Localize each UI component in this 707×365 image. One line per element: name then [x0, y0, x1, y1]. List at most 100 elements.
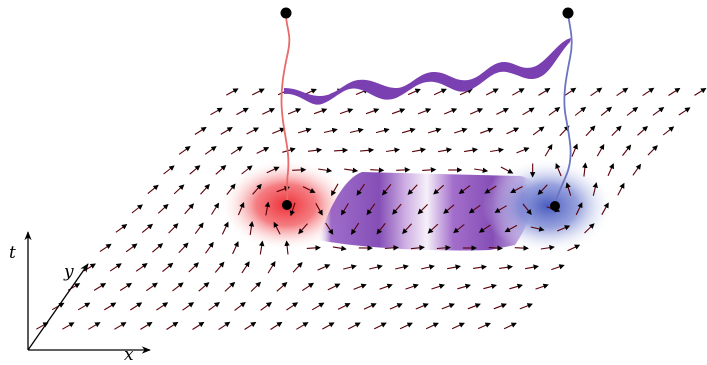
field-arrow: [601, 202, 609, 215]
field-arrow: [62, 322, 75, 330]
field-arrow: [522, 107, 535, 116]
field-arrow: [343, 264, 357, 270]
field-arrow: [485, 88, 499, 96]
field-arrow: [211, 202, 220, 215]
field-arrow: [443, 108, 458, 115]
field-arrow: [252, 183, 262, 195]
field-arrow: [237, 201, 245, 216]
field-arrow: [464, 147, 478, 153]
field-arrow: [622, 144, 632, 156]
field-arrow: [140, 322, 153, 330]
field-arrow: [131, 204, 143, 214]
field-arrow: [241, 165, 253, 175]
field-arrow: [662, 126, 675, 136]
field-arrow: [214, 261, 225, 273]
field-arrow: [125, 243, 138, 253]
field-arrow: [582, 162, 588, 177]
field-arrow: [297, 127, 312, 134]
field-arrow: [286, 302, 299, 311]
field-arrow: [250, 281, 262, 292]
field-arrow: [596, 143, 605, 157]
field-arrow: [503, 322, 517, 330]
field-arrow: [427, 223, 439, 234]
field-arrow: [532, 126, 545, 136]
field-arrow: [256, 147, 270, 154]
field-arrow: [145, 282, 158, 292]
field-arrow: [163, 165, 175, 175]
y-axis: [27, 263, 89, 351]
field-arrow: [509, 283, 523, 290]
field-arrow: [425, 322, 439, 330]
field-arrow: [468, 204, 481, 214]
field-arrow: [437, 147, 452, 153]
field-arrow: [574, 106, 587, 116]
field-arrow: [162, 262, 174, 273]
field-arrow: [272, 127, 286, 135]
field-arrow: [395, 264, 409, 270]
field-arrow: [506, 127, 520, 135]
field-arrow: [454, 127, 468, 134]
field-arrow: [459, 88, 473, 96]
field-arrow: [567, 244, 581, 252]
red-string: [280, 13, 291, 205]
field-arrow: [474, 167, 489, 174]
field-arrow: [678, 107, 691, 116]
field-arrow: [366, 203, 376, 216]
field-arrow: [384, 245, 399, 251]
field-arrow: [436, 245, 451, 251]
field-arrow: [204, 146, 217, 155]
field-arrow: [244, 321, 257, 330]
blue-vortex-center: [550, 201, 560, 211]
field-arrow: [637, 125, 649, 136]
field-arrow: [483, 283, 497, 290]
field-arrow: [318, 167, 333, 174]
field-arrow: [198, 282, 210, 292]
field-arrow: [178, 146, 191, 155]
field-arrow: [365, 108, 380, 115]
field-arrow: [327, 283, 341, 291]
field-arrow: [289, 202, 296, 217]
field-arrow: [189, 165, 201, 175]
field-arrow: [282, 147, 296, 153]
field-arrow: [306, 245, 321, 251]
field-arrow: [478, 224, 491, 233]
field-arrow: [301, 282, 315, 292]
field-arrow: [99, 243, 112, 253]
field-arrow: [307, 147, 323, 153]
field-arrow: [607, 163, 615, 177]
field-arrow: [382, 184, 392, 196]
field-arrow: [510, 186, 523, 194]
field-arrow: [379, 283, 393, 290]
field-arrow: [571, 143, 578, 157]
field-arrow: [427, 127, 442, 134]
field-arrow: [220, 127, 233, 135]
field-arrow: [565, 182, 572, 196]
field-arrow: [325, 222, 334, 235]
field-arrow: [178, 242, 189, 254]
field-arrow: [514, 245, 529, 251]
field-arrow: [292, 167, 307, 173]
field-arrow: [504, 224, 518, 233]
field-arrow: [349, 127, 364, 134]
field-arrow: [317, 264, 331, 271]
field-arrow: [276, 281, 288, 292]
field-arrow: [642, 87, 655, 97]
field-arrow: [356, 183, 365, 196]
field-arrow: [168, 223, 179, 234]
field-arrow: [499, 264, 513, 270]
field-arrow: [446, 264, 461, 270]
field-arrow: [287, 108, 302, 115]
field-arrow: [194, 126, 207, 135]
field-arrow: [208, 302, 220, 311]
field-arrow: [311, 302, 325, 311]
field-arrow: [600, 106, 613, 117]
field-arrow: [273, 221, 281, 235]
field-arrow: [188, 262, 199, 273]
field-arrow: [488, 245, 503, 251]
field-arrow: [284, 240, 290, 255]
field-arrow: [173, 184, 185, 195]
field-arrow: [205, 241, 214, 254]
field-arrow: [135, 263, 148, 272]
field-arrow: [210, 107, 223, 116]
field-arrow: [530, 226, 545, 232]
